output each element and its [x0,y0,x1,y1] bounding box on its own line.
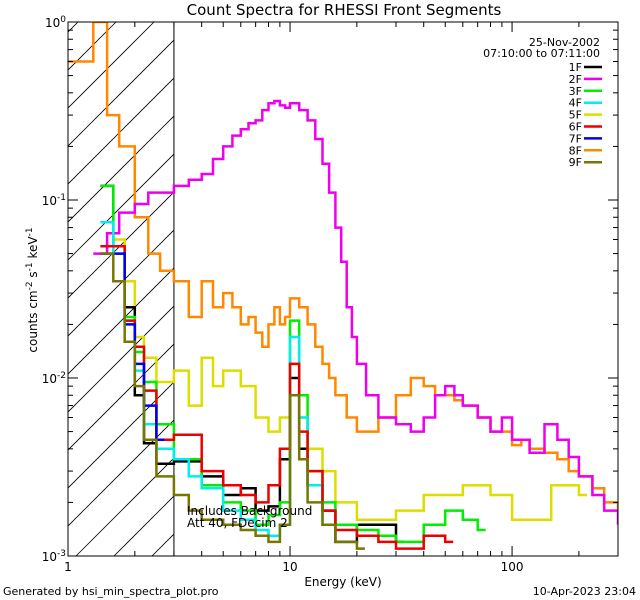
hatch-stripe [0,22,2,556]
x-tick-label: 10 [282,560,297,574]
plot-frame [67,21,619,557]
series-line-6F [100,244,454,550]
hatch-stripe [418,22,640,556]
legend-label-8F: 8F [569,144,582,157]
hatch-stripe [456,22,640,556]
legend-label-6F: 6F [569,121,582,134]
legend-label-3F: 3F [569,85,582,98]
hatch-stripe [68,39,174,147]
series-group [68,22,618,550]
hatch-stripe [68,22,79,33]
legend-label-1F: 1F [569,61,582,74]
annotation-attenuator: Att 40, FDecim 2 [187,516,288,530]
excluded-energy-hatch [0,22,640,556]
series-line-5F [100,238,587,521]
series-line-2F [93,99,618,525]
hatch-stripe [75,457,174,556]
chart-title: Count Spectra for RHESSI Front Segments [187,1,502,19]
y-tick-label: 10-3 [42,549,66,564]
hatch-stripe [68,22,117,71]
series-line-9F [100,252,365,550]
footer-timestamp: 10-Apr-2023 23:04 [533,585,636,598]
x-tick-label: 100 [501,560,524,574]
series-line-3F [100,184,486,544]
hatch-stripe [68,419,174,527]
hatch-stripe [68,305,174,413]
axis-tick-labels: 1 10 100 100 10-1 10-2 10-3 [42,15,524,574]
hatch-stripe [68,267,174,375]
y-tick-label: 10-2 [42,371,66,386]
legend-label-5F: 5F [569,109,582,122]
footer-generated-by: Generated by hsi_min_spectra_plot.pro [3,585,219,598]
hatch-stripe [608,22,640,556]
hatch-stripe [68,381,174,489]
y-tick-label: 100 [45,15,66,30]
annotation-background: Includes Background [187,504,312,518]
legend-label-7F: 7F [569,132,582,145]
hatch-stripe [151,533,174,556]
hatch-stripe [68,77,174,185]
legend-time-range: 07:10:00 to 07:11:00 [483,47,600,60]
y-tick-label: 10-1 [42,193,66,208]
series-line-8F [68,22,618,511]
x-axis-title: Energy (keV) [304,575,381,589]
hatch-stripe [68,229,174,337]
legend-label-9F: 9F [569,156,582,169]
legend-label-4F: 4F [569,97,582,110]
axis-ticks [67,21,619,557]
y-axis-title: counts cm-2 s-1 keV-1 [25,227,40,352]
x-tick-label: 1 [64,560,72,574]
legend-date: 25-Nov-2002 [529,36,600,49]
legend-label-2F: 2F [569,73,582,86]
hatch-stripe [68,191,174,299]
